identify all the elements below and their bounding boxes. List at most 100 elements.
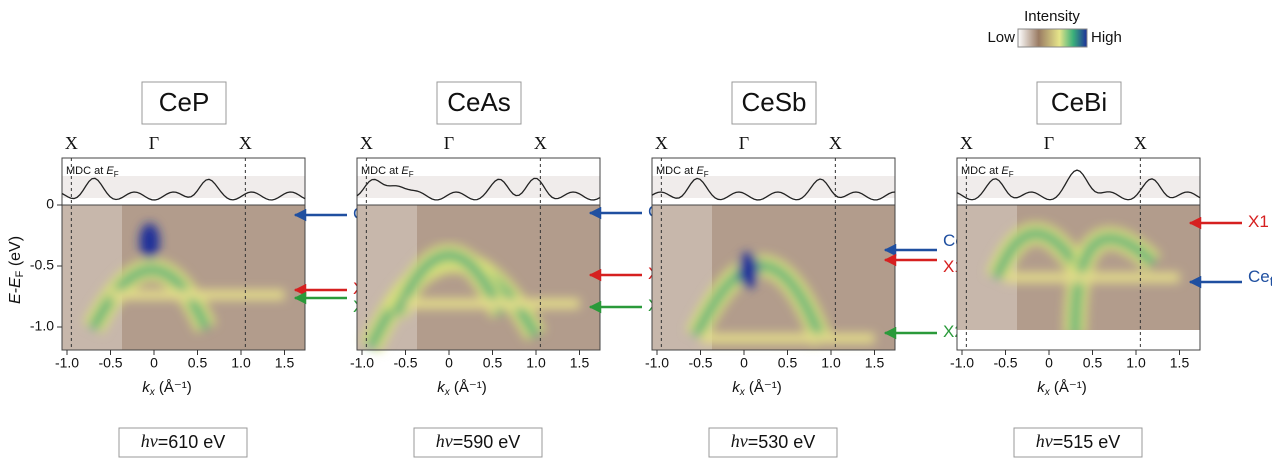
- x-tick-label: 1.0: [231, 355, 251, 371]
- x-tick-label: 0.5: [483, 355, 503, 371]
- mdc-symbol: E: [696, 165, 704, 177]
- x-tick-label: 0: [740, 355, 748, 371]
- map-features: [986, 222, 1180, 336]
- mdc-prefix: MDC at: [66, 165, 106, 177]
- mdc-sub: F: [1009, 170, 1014, 179]
- mdc-curve: [61, 177, 306, 201]
- panel: CeSb X Γ X MDC at EF -1.0 -0.5 0 0.5 1.0 1.5 kx (Å⁻…: [645, 81, 984, 458]
- x-label-main: k: [1037, 379, 1046, 396]
- mdc-label: MDC at EF: [66, 165, 119, 179]
- photon-box: [413, 427, 543, 458]
- x-tick-label: 1.5: [275, 355, 295, 371]
- photon-box: [1013, 427, 1143, 458]
- y-tick-label: 0: [46, 196, 54, 212]
- photon-symbol: hν: [141, 431, 158, 451]
- mdc-curve: [356, 177, 601, 201]
- symmetry-point: X: [829, 133, 842, 153]
- x-tick-label: -1.0: [950, 355, 974, 371]
- hot-spot: [139, 223, 160, 260]
- mdc-band: [62, 176, 305, 198]
- symmetry-point: Γ: [149, 133, 159, 153]
- symmetry-point: X: [655, 133, 668, 153]
- mdc-label: MDC at EF: [961, 165, 1014, 179]
- mdc-sub: F: [704, 170, 709, 179]
- map-features: [686, 252, 875, 347]
- x-tick-label: 1.0: [1126, 355, 1146, 371]
- panel: CeP X Γ X MDC at EF -1.0 -0.5 0 0.5 1.0 1.5 kx (Å⁻¹…: [55, 81, 394, 458]
- symmetry-point: X: [360, 133, 373, 153]
- band-core: [392, 251, 506, 316]
- colorbar-low: Low: [987, 29, 1015, 46]
- x-tick-label: 0.5: [1083, 355, 1103, 371]
- band-core: [1070, 233, 1157, 336]
- x-tick-label: 1.5: [865, 355, 885, 371]
- symmetry-point: Γ: [739, 133, 749, 153]
- mdc-symbol: E: [1001, 165, 1009, 177]
- x-tick-label: 1.0: [526, 355, 546, 371]
- y-label-sub: F: [14, 270, 26, 277]
- photon-symbol: hν: [436, 431, 453, 451]
- photon-value: =590 eV: [453, 432, 521, 452]
- photon-box: [708, 427, 838, 458]
- annotation-text: X1: [1248, 212, 1269, 231]
- title-box: [141, 81, 227, 125]
- photon-energy: hν=530 eV: [731, 431, 816, 452]
- mdc-label: MDC at EF: [656, 165, 709, 179]
- colorbar-title: Intensity: [1024, 8, 1080, 25]
- x-label-main: k: [732, 379, 741, 396]
- x-tick-label: -1.0: [645, 355, 669, 371]
- symmetry-point: X: [960, 133, 973, 153]
- x-label-unit: (Å⁻¹): [450, 379, 487, 396]
- mdc-symbol: E: [401, 165, 409, 177]
- x-tick-label: -0.5: [98, 355, 122, 371]
- mdc-symbol: E: [106, 165, 114, 177]
- x-label-main: k: [437, 379, 446, 396]
- x-axis-label: kx (Å⁻¹): [1037, 379, 1087, 398]
- symmetry-point: X: [1134, 133, 1147, 153]
- symmetry-point: Γ: [444, 133, 454, 153]
- mdc-curve: [651, 177, 896, 201]
- y-tick-label: -0.5: [30, 257, 54, 273]
- colorbar: Intensity Low High: [987, 8, 1122, 48]
- map-features: [83, 223, 285, 334]
- title-box: [731, 81, 817, 125]
- x-label-unit: (Å⁻¹): [1050, 379, 1087, 396]
- mdc-prefix: MDC at: [361, 165, 401, 177]
- colorbar-high: High: [1091, 29, 1122, 46]
- symmetry-point: X: [534, 133, 547, 153]
- mdc-band: [357, 176, 600, 198]
- x-tick-label: -1.0: [55, 355, 79, 371]
- title-box: [1036, 81, 1122, 125]
- x-tick-label: 1.5: [570, 355, 590, 371]
- x-label-sub: x: [1044, 387, 1051, 398]
- mdc-prefix: MDC at: [656, 165, 696, 177]
- hot-spot: [738, 252, 759, 289]
- panel-title: CeAs: [447, 87, 511, 117]
- mdc-sub: F: [114, 170, 119, 179]
- symmetry-point: X: [65, 133, 78, 153]
- photon-symbol: hν: [1036, 431, 1053, 451]
- map-features: [360, 244, 580, 352]
- symmetry-point: X: [239, 133, 252, 153]
- photon-value: =610 eV: [158, 432, 226, 452]
- x-tick-label: -0.5: [993, 355, 1017, 371]
- map-frame: [61, 204, 306, 351]
- x-axis-label: kx (Å⁻¹): [732, 379, 782, 398]
- x-tick-label: -0.5: [393, 355, 417, 371]
- photon-box: [118, 427, 248, 458]
- annotation-label: Cet2g: [1248, 267, 1272, 288]
- panel-title: CeP: [159, 87, 210, 117]
- panel: CeBi X Γ X MDC at EF -1.0 -0.5 0 0.5 1.0 1.5 kx (Å⁻…: [950, 81, 1272, 458]
- x-label-unit: (Å⁻¹): [745, 379, 782, 396]
- x-axis-label: kx (Å⁻¹): [142, 379, 192, 398]
- x-tick-label: 0.5: [188, 355, 208, 371]
- x-axis-label: kx (Å⁻¹): [437, 379, 487, 398]
- x-label-sub: x: [739, 387, 746, 398]
- x-label-unit: (Å⁻¹): [155, 379, 192, 396]
- x-tick-label: 1.5: [1170, 355, 1190, 371]
- y-label-main: E-E: [7, 277, 24, 304]
- annotation-label: X1: [1248, 212, 1269, 231]
- photon-energy: hν=590 eV: [436, 431, 521, 452]
- photon-energy: hν=610 eV: [141, 431, 226, 452]
